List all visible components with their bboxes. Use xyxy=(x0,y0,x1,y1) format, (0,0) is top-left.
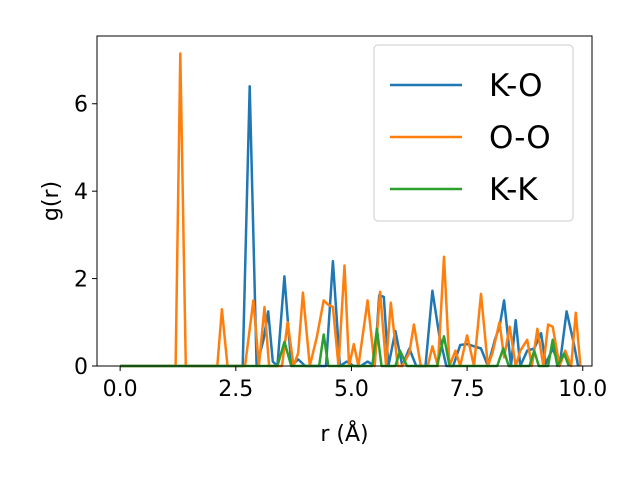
series-line-o-o xyxy=(120,52,582,368)
plot-frame xyxy=(96,35,593,367)
legend-label-k-k: K-K xyxy=(489,172,538,208)
y-axis-label: g(r) xyxy=(39,181,64,221)
x-tick-label: 2.5 xyxy=(218,377,253,402)
y-tick-label: 0 xyxy=(74,355,88,380)
y-tick-label: 2 xyxy=(74,268,88,293)
y-tick-label: 6 xyxy=(74,93,88,118)
x-axis: 0.0 2.5 5.0 7.5 10.0 xyxy=(103,366,607,402)
x-axis-label: r (Å) xyxy=(320,420,368,447)
y-tick-label: 4 xyxy=(74,180,88,205)
x-tick-label: 5.0 xyxy=(334,377,369,402)
legend: K-O O-O K-K xyxy=(373,44,574,222)
x-tick-label: 0.0 xyxy=(103,377,138,402)
x-tick-label: 10.0 xyxy=(558,377,607,402)
x-tick-label: 7.5 xyxy=(450,377,485,402)
y-axis: 0 2 4 6 xyxy=(74,93,97,380)
legend-label-k-o: K-O xyxy=(489,68,543,104)
legend-box xyxy=(373,44,574,222)
legend-label-o-o: O-O xyxy=(489,120,551,156)
